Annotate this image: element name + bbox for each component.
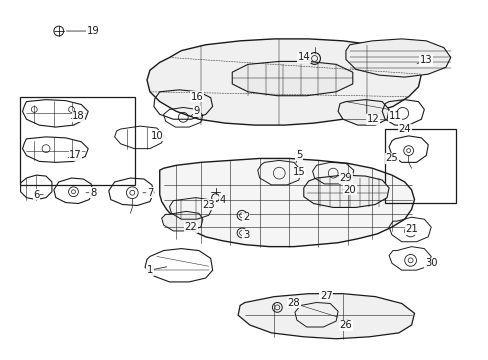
Polygon shape — [238, 294, 414, 339]
Text: 24: 24 — [398, 124, 410, 134]
Polygon shape — [303, 175, 388, 207]
Text: 28: 28 — [287, 297, 300, 307]
Text: 6: 6 — [33, 190, 40, 200]
Text: 5: 5 — [295, 150, 302, 161]
Text: 8: 8 — [90, 188, 96, 198]
Text: 20: 20 — [343, 185, 355, 195]
Text: 26: 26 — [339, 320, 351, 330]
Polygon shape — [232, 62, 352, 96]
Polygon shape — [345, 39, 450, 77]
Text: 30: 30 — [424, 258, 437, 268]
Text: 19: 19 — [86, 26, 99, 36]
Text: 12: 12 — [366, 114, 379, 124]
Bar — [20, 97, 135, 185]
Text: 16: 16 — [190, 92, 203, 102]
Text: 15: 15 — [292, 167, 305, 177]
Text: 4: 4 — [219, 195, 225, 204]
Polygon shape — [162, 211, 203, 231]
Text: 27: 27 — [319, 291, 332, 301]
Text: 10: 10 — [150, 131, 163, 141]
Polygon shape — [337, 100, 388, 125]
Text: 3: 3 — [243, 230, 248, 240]
Text: 1: 1 — [146, 265, 153, 275]
Text: 7: 7 — [146, 188, 153, 198]
Bar — [385, 129, 455, 203]
Text: 29: 29 — [339, 173, 351, 183]
Text: 17: 17 — [69, 150, 81, 161]
Text: 23: 23 — [202, 199, 215, 210]
Text: 14: 14 — [297, 53, 309, 63]
Text: 13: 13 — [419, 55, 432, 66]
Text: 18: 18 — [72, 111, 84, 121]
Text: 11: 11 — [388, 111, 401, 121]
Text: 21: 21 — [405, 224, 417, 234]
Text: 9: 9 — [193, 107, 200, 116]
Text: 25: 25 — [385, 153, 398, 163]
Text: 2: 2 — [242, 212, 249, 222]
Polygon shape — [160, 158, 414, 247]
Text: 22: 22 — [184, 222, 197, 232]
Polygon shape — [147, 39, 421, 125]
